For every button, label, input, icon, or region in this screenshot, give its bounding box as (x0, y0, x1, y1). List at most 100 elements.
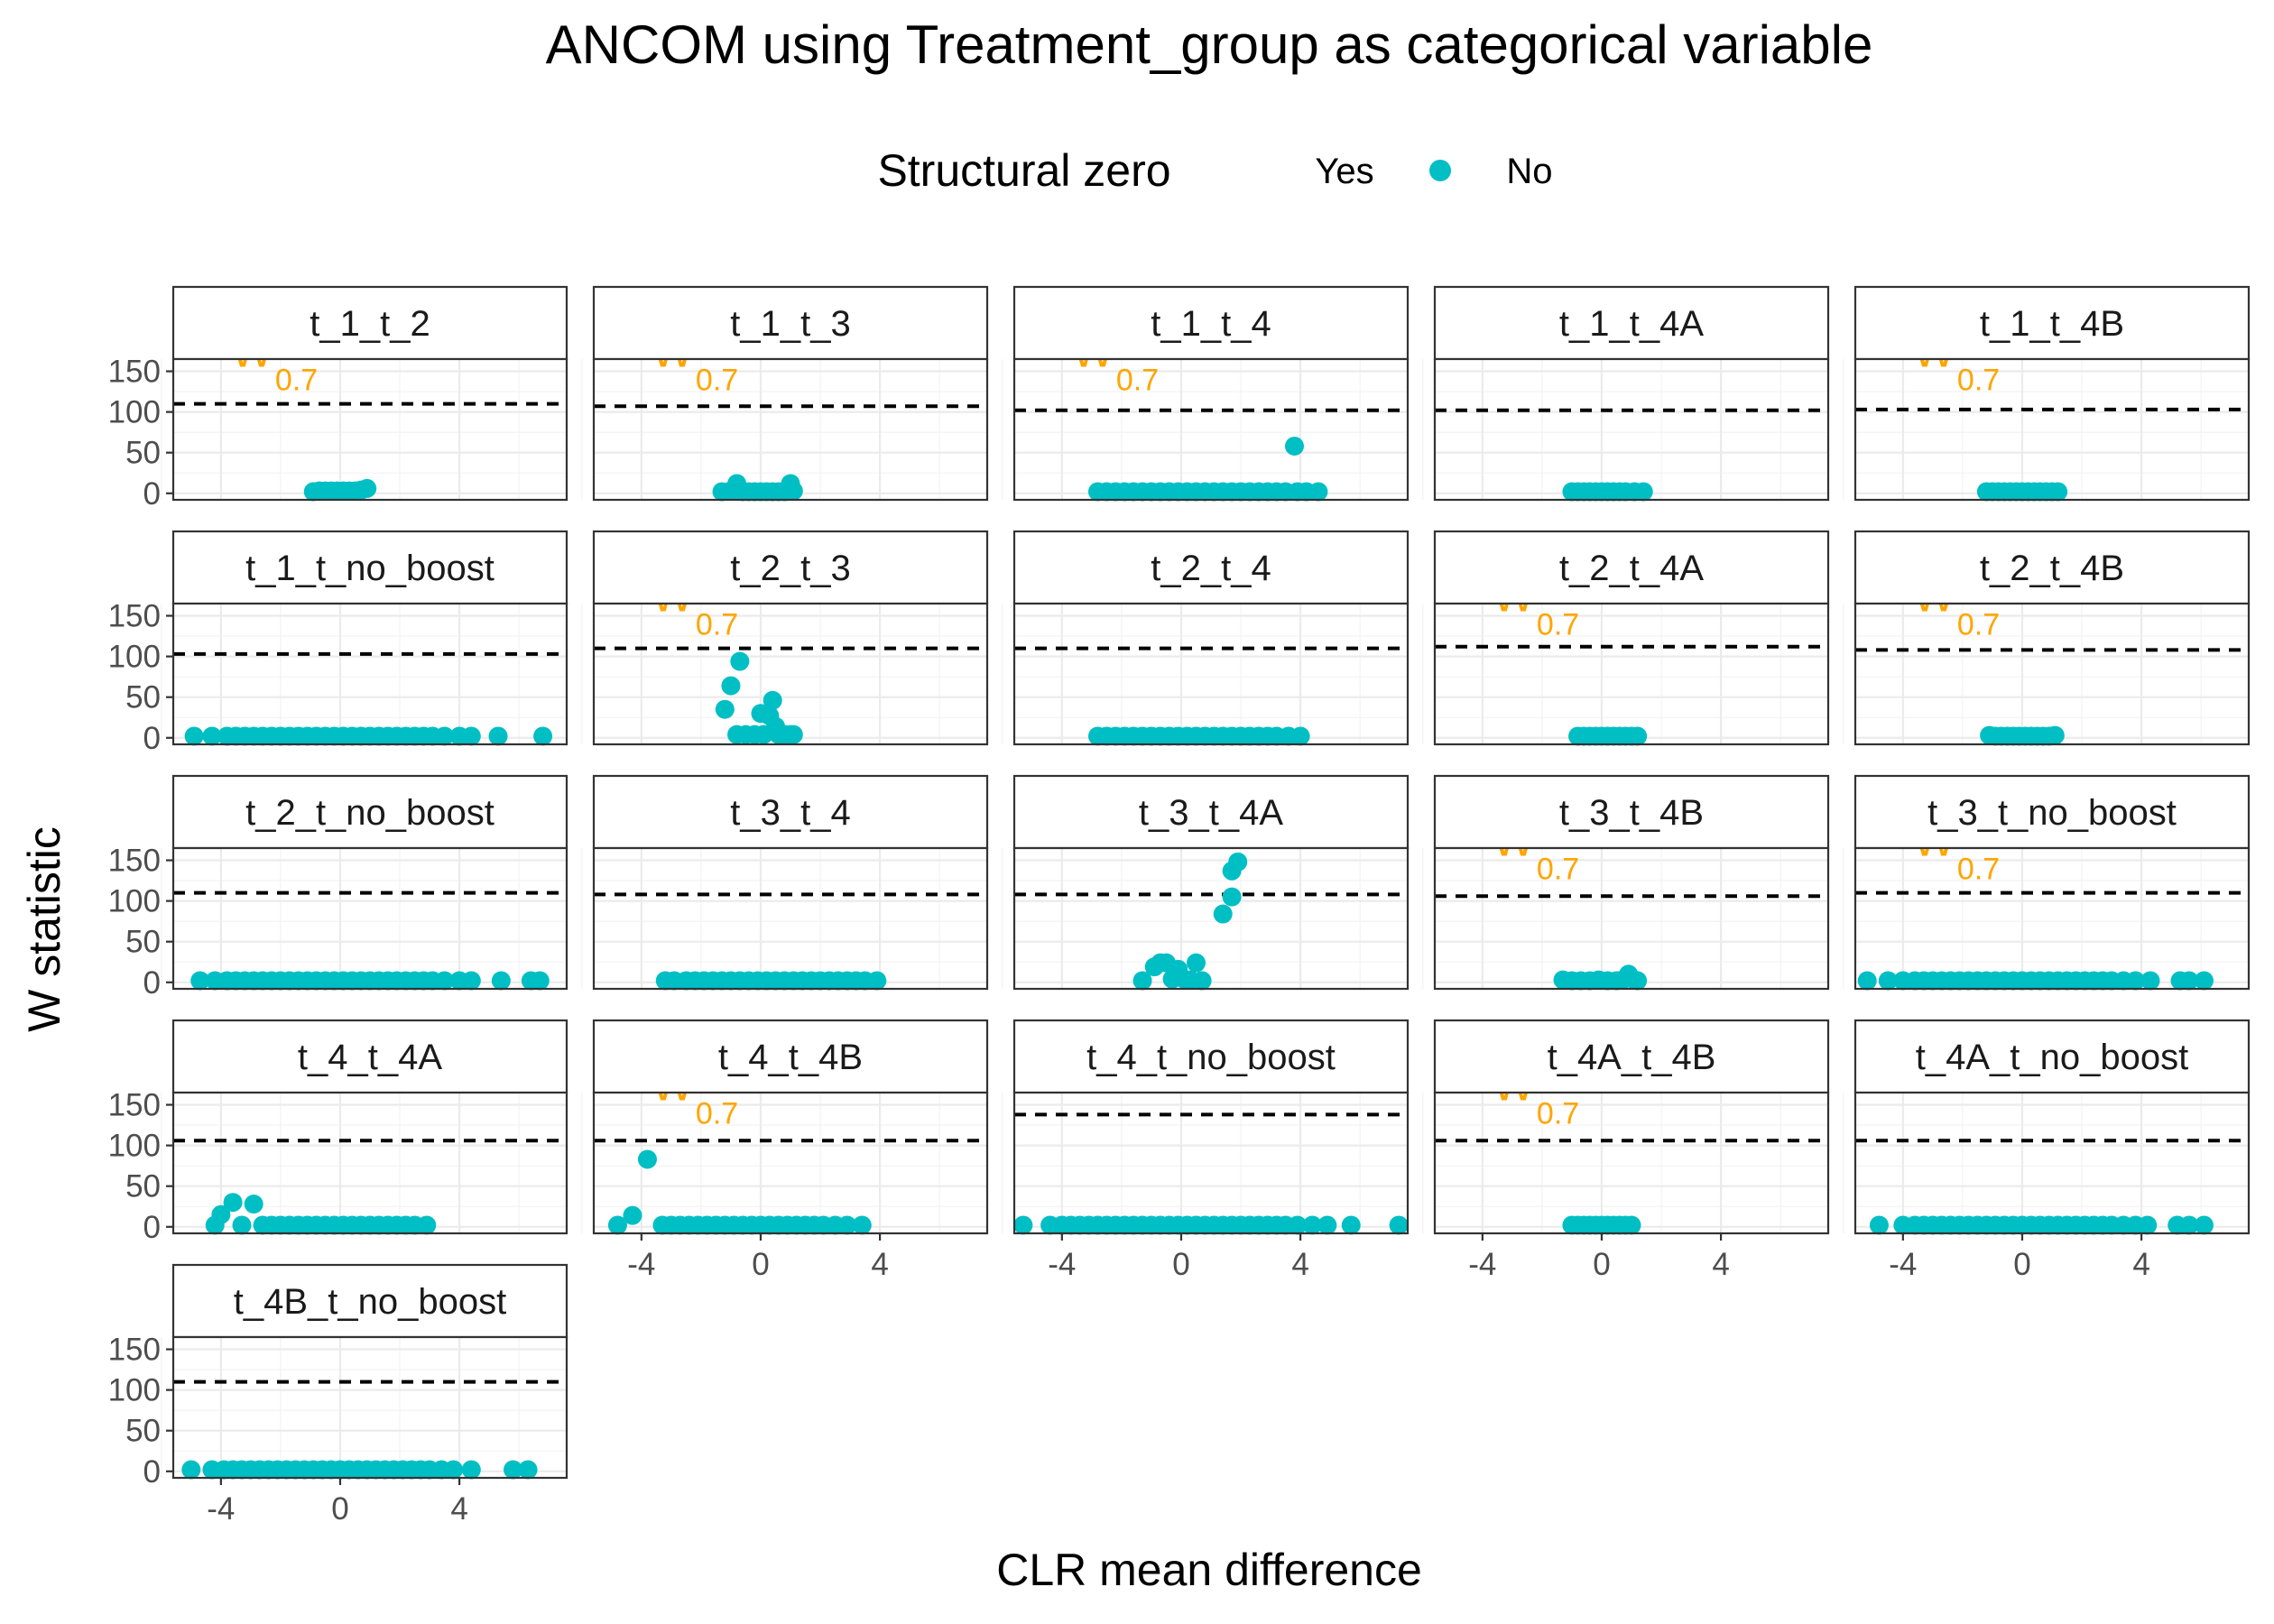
panel-border (171, 602, 568, 746)
facet-panel-t_2_t_no_boost: t_2_t_no_boost 0 50 100 150 (108, 774, 568, 1001)
data-point (435, 726, 455, 746)
facet-strip (171, 1263, 568, 1339)
panel-background (1014, 604, 1408, 744)
facet-strip (171, 530, 568, 605)
data-point (461, 726, 481, 746)
data-point (491, 971, 511, 991)
facet-strip (1433, 530, 1830, 605)
panel-border (592, 602, 989, 746)
panel-background (1014, 848, 1408, 989)
data-point (190, 971, 210, 991)
facet-strip (592, 774, 989, 850)
data-point (461, 971, 481, 991)
facet-strip (1012, 774, 1410, 850)
data-point (435, 971, 455, 991)
facet-panel-t_1_t_4B: t_1_t_4BW0.7 (1843, 285, 2251, 502)
data-point (533, 726, 553, 746)
facet-strip (592, 1019, 989, 1094)
panel-border (1853, 1091, 2251, 1235)
facet-panel-t_4A_t_no_boost: t_4A_t_no_boost -4 0 4 (1843, 1019, 2251, 1282)
data-point (1228, 852, 1248, 872)
facet-strip-label: t_1_t_2 (310, 304, 430, 344)
panel-border (1012, 1091, 1410, 1235)
y-tick-label: 100 (108, 1373, 161, 1408)
facet-grid: t_1_t_2W0.7050100150t_1_t_3W0.7t_1_t_4W0… (108, 285, 2251, 1527)
data-point (1308, 482, 1328, 502)
data-point (1186, 953, 1206, 973)
cutoff-annotation: W0.7 (1913, 815, 2000, 886)
cutoff-annotation: W0.7 (1913, 570, 2000, 641)
facet-strip-label: t_1_t_no_boost (245, 549, 495, 588)
facet-strip-label: t_3_t_4A (1139, 793, 1283, 833)
data-point (715, 699, 735, 719)
data-point (461, 1460, 481, 1480)
data-point (357, 478, 377, 498)
data-point (2194, 1215, 2214, 1235)
facet-strip-label: t_2_t_3 (730, 549, 850, 588)
facet-strip-label: t_2_t_4B (1980, 549, 2124, 588)
y-tick-label: 100 (108, 884, 161, 919)
facet-strip-label: t_1_t_4 (1151, 304, 1271, 344)
panel-background (1435, 1093, 1828, 1233)
data-point (202, 726, 222, 746)
y-tick-label: 150 (108, 599, 161, 634)
data-point (1628, 726, 1648, 746)
facet-strip (1012, 285, 1410, 361)
data-point (2125, 971, 2145, 991)
data-point (763, 690, 782, 710)
facet-panel-t_1_t_no_boost: t_1_t_no_boost 0 50 100 150 (108, 530, 568, 756)
data-point (730, 651, 750, 671)
facet-panel-t_1_t_4: t_1_t_4W0.7 (1002, 285, 1410, 502)
data-point (504, 1460, 523, 1480)
facet-strip-label: t_4B_t_no_boost (234, 1282, 506, 1322)
x-tick-label: 4 (450, 1491, 467, 1527)
facet-strip (592, 285, 989, 361)
data-point (1633, 482, 1653, 502)
cutoff-annotation: W0.7 (1493, 570, 1579, 641)
y-tick-label: 100 (108, 1129, 161, 1164)
panel-border (592, 846, 989, 991)
data-point (1869, 1215, 1889, 1235)
data-point (783, 724, 803, 744)
y-tick-label: 50 (125, 436, 161, 471)
x-tick-label: 4 (1712, 1247, 1729, 1282)
data-point (244, 1195, 263, 1214)
data-point (1132, 971, 1152, 991)
facet-panel-t_4B_t_no_boost: t_4B_t_no_boost 0 50 100 150 -4 0 4 (108, 1263, 568, 1527)
data-point (783, 481, 803, 501)
facet-strip (1012, 1019, 1410, 1094)
data-point (837, 1215, 857, 1235)
facet-strip-label: t_4_t_4B (718, 1038, 863, 1077)
data-point (1302, 1215, 1322, 1235)
data-point (1290, 726, 1310, 746)
data-point (2179, 971, 2199, 991)
data-point (607, 1215, 627, 1235)
x-tick-label: 0 (2013, 1247, 2030, 1282)
cutoff-annotation: W0.7 (1493, 1059, 1579, 1130)
data-point (181, 1460, 201, 1480)
facet-strip-label: t_1_t_4B (1980, 304, 2124, 344)
data-point (852, 1215, 872, 1235)
facet-strip-label: t_4_t_4A (298, 1038, 442, 1077)
panel-border (171, 1335, 568, 1480)
y-tick-label: 50 (125, 1414, 161, 1449)
y-tick-label: 0 (143, 965, 161, 1001)
legend-key-no (1429, 160, 1451, 181)
facet-strip (1433, 1019, 1830, 1094)
data-point (1288, 1215, 1308, 1235)
facet-panel-t_3_t_no_boost: t_3_t_no_boostW0.7 (1843, 774, 2251, 991)
panel-background (173, 848, 567, 989)
facet-panel-t_2_t_4B: t_2_t_4BW0.7 (1843, 530, 2251, 746)
data-point (2045, 725, 2065, 745)
data-point (1622, 1215, 1641, 1235)
data-point (211, 1204, 231, 1224)
facet-strip-label: t_2_t_no_boost (245, 793, 495, 833)
panel-background (173, 1337, 567, 1478)
cutoff-annotation: W0.7 (652, 1059, 738, 1130)
facet-panel-t_2_t_3: t_2_t_3W0.7 (581, 530, 989, 746)
facet-strip (1853, 530, 2251, 605)
data-point (1317, 1215, 1337, 1235)
cutoff-annotation: W0.7 (1493, 815, 1579, 886)
y-tick-label: 150 (108, 1088, 161, 1123)
